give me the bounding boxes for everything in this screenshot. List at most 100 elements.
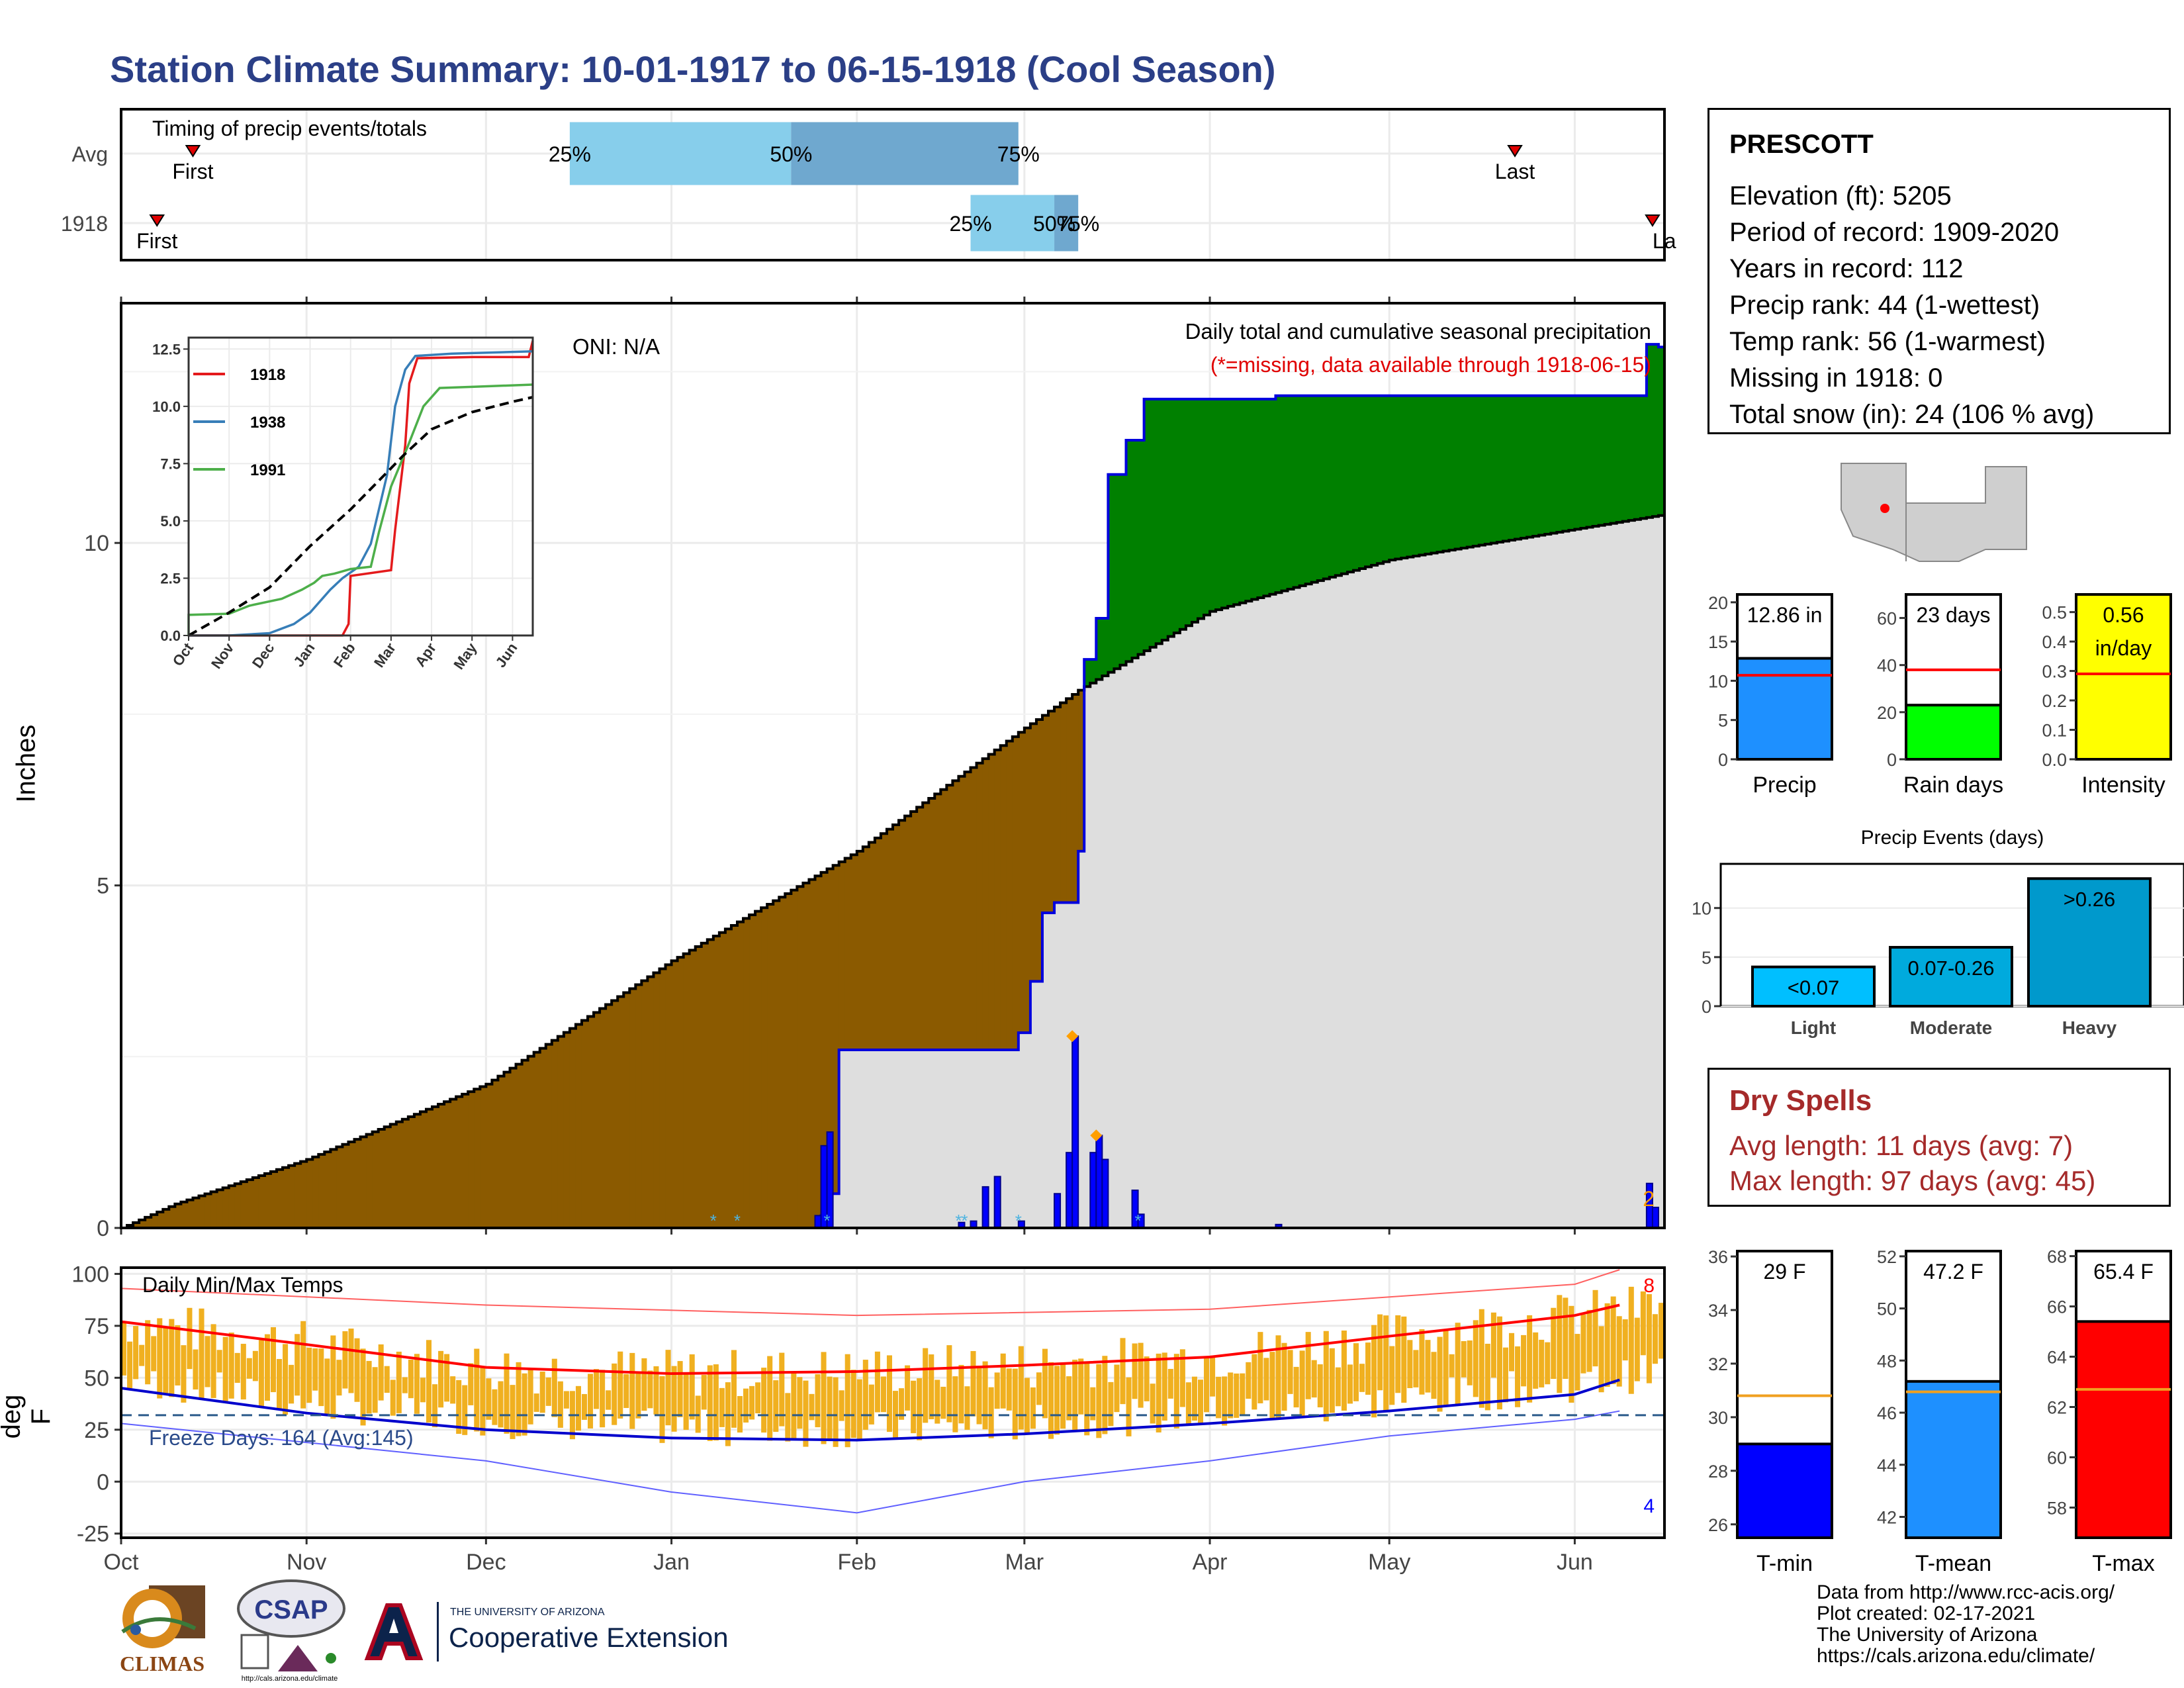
daily-temp-bar (1592, 1289, 1598, 1367)
precip-below-normal-fill (396, 1121, 403, 1228)
daily-temp-bar (749, 1385, 755, 1420)
precip-above-normal-fill (1580, 395, 1587, 529)
daily-temp-bar (1167, 1368, 1173, 1399)
daily-temp-bar (629, 1352, 635, 1429)
daily-temp-bar (1341, 1330, 1347, 1411)
daily-temp-bar (462, 1385, 468, 1435)
precip-below-normal-fill (594, 1012, 600, 1228)
daily-temp-bar (354, 1338, 360, 1402)
dry-spells-box: Dry Spells Avg length: 11 days (avg: 7) … (1707, 1068, 2171, 1207)
daily-temp-bar (1395, 1315, 1401, 1393)
precip-total-y-tick-label: 5 (1718, 711, 1728, 731)
precip-above-normal-fill (1108, 474, 1115, 673)
daily-temp-bar (330, 1335, 336, 1419)
block-a-icon (364, 1603, 424, 1660)
precip-below-normal-fill (486, 1084, 492, 1228)
precip-below-normal-fill (563, 1032, 570, 1228)
precip-above-normal-fill (1449, 395, 1456, 551)
precip-below-normal-fill (1012, 736, 1019, 1050)
precip-below-normal-fill (958, 776, 965, 1050)
daily-temp-bar (133, 1326, 139, 1380)
precip-above-normal-fill (1197, 399, 1205, 619)
precip-below-normal-fill (755, 911, 762, 1228)
precip-below-normal-fill (462, 1094, 469, 1228)
daily-temp-bar (539, 1372, 545, 1413)
daily-temp-bar (240, 1344, 246, 1400)
daily-temp-bar (797, 1377, 803, 1429)
precip-above-normal-fill (1467, 395, 1474, 547)
precip-below-normal-fill (893, 824, 899, 1050)
rain-days-y-tick-label: 0 (1887, 750, 1897, 770)
precip-below-normal-fill (551, 1040, 559, 1228)
timing-label-75: 75% (997, 142, 1040, 166)
daily-temp-bar (588, 1374, 594, 1429)
daily-temp-bar (324, 1358, 330, 1415)
daily-temp-bar (1616, 1316, 1622, 1387)
daily-temp-bar (1658, 1303, 1664, 1359)
tmean-summary-y-tick-label: 50 (1877, 1299, 1897, 1319)
daily-temp-bar (1640, 1291, 1646, 1356)
intensity-y-tick-label: 0.5 (2042, 603, 2067, 623)
precip-below-normal-fill (289, 1165, 295, 1228)
precip-above-normal-fill (1365, 395, 1372, 567)
daily-temp-bar (886, 1355, 892, 1432)
csap-logo: CSAP http://cals.arizona.edu/climate (232, 1579, 347, 1685)
precip-above-normal-fill (1185, 399, 1193, 626)
precip-below-normal-fill (743, 918, 750, 1228)
daily-temp-bar (1024, 1378, 1030, 1433)
precip-below-normal-fill (1048, 711, 1055, 913)
precip-below-normal-fill (821, 872, 828, 1216)
daily-temp-bar (982, 1361, 988, 1430)
precip-above-normal-fill (1305, 395, 1312, 585)
precip-below-normal-fill (641, 980, 648, 1228)
snow-marker-icon: * (1015, 1211, 1022, 1231)
daily-temp-bar (1240, 1373, 1246, 1415)
tmin-average-line (120, 1378, 1620, 1442)
daily-temp-bar (1102, 1356, 1108, 1434)
precip-above-normal-fill (1634, 395, 1641, 520)
daily-temp-bar (1305, 1332, 1311, 1399)
precip-above-normal-fill (1574, 395, 1581, 530)
daily-temp-bar (1551, 1307, 1557, 1380)
precip-below-normal-fill (420, 1111, 427, 1228)
precip-events-bar-label: >0.26 (2064, 888, 2115, 911)
inset-series-line (188, 396, 533, 637)
daily-temp-bar (581, 1393, 588, 1420)
precip-below-normal-fill (300, 1161, 307, 1228)
daily-temp-bar (1569, 1305, 1574, 1403)
daily-temp-bar (551, 1358, 557, 1417)
daily-temp-bar (372, 1367, 378, 1413)
temp-x-tick-label: Dec (466, 1550, 506, 1575)
intensity-y-tick-label: 0.2 (2042, 691, 2067, 711)
daily-temp-bar (1012, 1368, 1018, 1440)
intensity-y-tick-label: 0.0 (2042, 750, 2067, 770)
tmax-average-line (120, 1303, 1620, 1376)
precip-panel-title: Daily total and cumulative seasonal prec… (1185, 319, 1651, 344)
daily-temp-bar (1317, 1364, 1323, 1408)
last-event-marker-icon (1645, 214, 1661, 227)
daily-precip-bar (1101, 1158, 1109, 1229)
temp-y-tick-label: 25 (84, 1418, 109, 1443)
climas-emblem-icon (121, 1585, 205, 1648)
precip-above-normal-fill (1317, 395, 1324, 581)
precip-below-normal-fill (695, 947, 702, 1228)
precip-above-normal-fill (1652, 344, 1659, 517)
daily-temp-bar (1263, 1358, 1269, 1401)
daily-temp-bar (1407, 1340, 1413, 1389)
precip-below-normal-fill (330, 1149, 337, 1228)
precip-above-normal-fill (1616, 395, 1623, 523)
precip-below-normal-fill (468, 1092, 475, 1228)
precip-below-normal-fill (378, 1129, 385, 1228)
daily-temp-bar (139, 1344, 145, 1366)
precip-below-normal-fill (175, 1203, 181, 1228)
daily-precip-bar (1071, 1035, 1079, 1229)
precip-below-normal-fill (432, 1106, 439, 1228)
precip-events-y-tick-label: 0 (1702, 997, 1711, 1017)
daily-temp-bar (1222, 1376, 1228, 1426)
precip-below-normal-fill (767, 904, 774, 1228)
inset-legend-label: 1918 (250, 366, 285, 384)
precip-below-normal-fill (617, 996, 624, 1228)
tmin-summary-y-tick-label: 30 (1708, 1408, 1728, 1428)
precip-below-normal-fill (653, 972, 660, 1228)
precip-above-normal-fill (1377, 395, 1384, 564)
